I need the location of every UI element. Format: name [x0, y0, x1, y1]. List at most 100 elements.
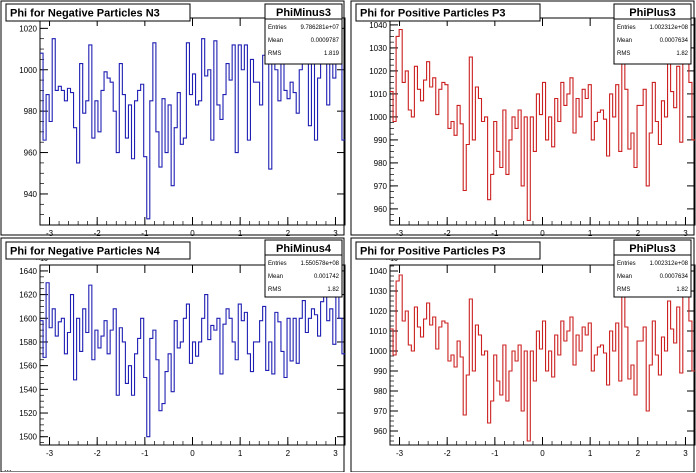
- chart-title: Phi for Negative Particles N4: [10, 246, 161, 258]
- stats-name: PhiMinus4: [276, 243, 332, 255]
- stats-label: Entries: [617, 261, 636, 267]
- x-tick-label: 0: [540, 449, 545, 458]
- stats-label: Mean: [268, 274, 283, 280]
- y-tick-label: 980: [374, 159, 388, 168]
- x-tick-label: 0: [540, 229, 545, 238]
- x-tick-label: -1: [491, 449, 499, 458]
- stats-label: Entries: [268, 25, 287, 31]
- y-tick-label: 970: [374, 182, 388, 191]
- x-tick-label: 1: [238, 229, 243, 238]
- stats-label: Mean: [617, 38, 632, 44]
- y-tick-label: 970: [374, 407, 388, 416]
- stats-value: 1.819: [324, 51, 340, 57]
- x-tick-label: -3: [46, 229, 54, 238]
- histogram-line: [390, 24, 695, 221]
- stats-label: Mean: [268, 38, 283, 44]
- y-tick-label: 960: [374, 205, 388, 214]
- y-tick-label: 990: [374, 136, 388, 145]
- stats-value: 1.82: [676, 51, 688, 57]
- y-tick-label: 1540: [19, 385, 37, 394]
- stats-box: [613, 239, 692, 298]
- y-tick-label: 1010: [369, 90, 387, 99]
- y-tick-label: 960: [374, 427, 388, 436]
- x-tick-label: -1: [141, 229, 149, 238]
- x-tick-label: -3: [396, 449, 404, 458]
- x-tick-label: 2: [286, 449, 291, 458]
- stats-box: [264, 3, 343, 65]
- stats-name: PhiPlus3: [629, 243, 675, 255]
- y-tick-label: 1500: [19, 433, 37, 442]
- x-tick-label: 2: [636, 449, 641, 458]
- y-tick-label: 1030: [369, 287, 387, 296]
- x-tick-label: -2: [94, 229, 102, 238]
- histogram-panel-2: 96097098099010001010102010301040×10³-3-2…: [350, 0, 696, 238]
- chart-title: Phi for Positive Particles P3: [360, 246, 506, 258]
- stats-value: 1.550578e+08: [300, 261, 339, 267]
- y-tick-label: 980: [374, 387, 388, 396]
- x-tick-label: 0: [190, 229, 195, 238]
- x-tick-label: -3: [396, 229, 404, 238]
- histogram-panel-4: 96097098099010001010102010301040×10³-3-2…: [350, 237, 696, 472]
- y-tick-label: 1600: [19, 314, 37, 323]
- stats-value: 0.001742: [314, 274, 340, 280]
- stats-box: [613, 3, 692, 65]
- y-tick-label: 1000: [369, 113, 387, 122]
- stats-label: RMS: [617, 51, 630, 57]
- y-tick-label: 940: [24, 190, 38, 199]
- stats-value: 1.82: [676, 287, 688, 293]
- stats-value: 1.82: [327, 287, 339, 293]
- histogram-line: [40, 282, 345, 438]
- x-tick-label: -2: [444, 449, 452, 458]
- y-tick-label: 1000: [19, 66, 37, 75]
- histogram-line: [40, 34, 345, 220]
- x-tick-label: 1: [238, 449, 243, 458]
- x-tick-label: 1: [588, 449, 593, 458]
- stats-name: PhiPlus3: [629, 7, 675, 19]
- x-tick-label: 3: [333, 449, 338, 458]
- y-tick-label: 1040: [369, 21, 387, 30]
- chart-title: Phi for Positive Particles P3: [360, 8, 506, 20]
- x-tick-label: -3: [46, 449, 54, 458]
- stats-label: Mean: [617, 274, 632, 280]
- x-tick-label: -1: [141, 449, 149, 458]
- stats-label: Entries: [268, 261, 287, 267]
- y-tick-label: 1010: [369, 327, 387, 336]
- histogram-line: [390, 270, 695, 442]
- y-tick-label: 990: [374, 367, 388, 376]
- stats-label: Entries: [617, 25, 636, 31]
- stats-label: RMS: [268, 51, 281, 57]
- y-tick-label: 1020: [369, 67, 387, 76]
- stats-value: 1.002312e+08: [649, 25, 688, 31]
- y-tick-label: 1520: [19, 409, 37, 418]
- y-tick-label: 1620: [19, 291, 37, 300]
- stats-value: 0.0009787: [311, 38, 340, 44]
- stats-box: [264, 239, 343, 298]
- histogram-panel-3: 15001520154015601580160016201640×10-3-2-…: [0, 237, 346, 472]
- x-tick-label: 3: [333, 229, 338, 238]
- title-box: [355, 241, 541, 260]
- stats-name: PhiMinus3: [276, 7, 331, 19]
- y-tick-label: 1020: [19, 24, 37, 33]
- stats-label: RMS: [617, 287, 630, 293]
- x-tick-label: -1: [491, 229, 499, 238]
- y-tick-label: 1000: [369, 347, 387, 356]
- stats-value: 9.786281e+07: [300, 25, 339, 31]
- y-tick-label: 1560: [19, 362, 37, 371]
- footer-label: ...: [4, 463, 12, 473]
- y-tick-label: 1030: [369, 44, 387, 53]
- x-tick-label: 3: [683, 229, 688, 238]
- x-tick-label: 1: [588, 229, 593, 238]
- title-box: [5, 241, 191, 260]
- y-tick-label: 960: [24, 149, 38, 158]
- stats-value: 1.002312e+08: [649, 261, 688, 267]
- x-tick-label: -2: [94, 449, 102, 458]
- y-tick-label: 1580: [19, 338, 37, 347]
- y-tick-label: 980: [24, 107, 38, 116]
- x-tick-label: 0: [190, 449, 195, 458]
- x-tick-label: -2: [444, 229, 452, 238]
- y-tick-label: 1040: [369, 267, 387, 276]
- chart-title: Phi for Negative Particles N3: [10, 8, 160, 20]
- title-box: [355, 3, 541, 22]
